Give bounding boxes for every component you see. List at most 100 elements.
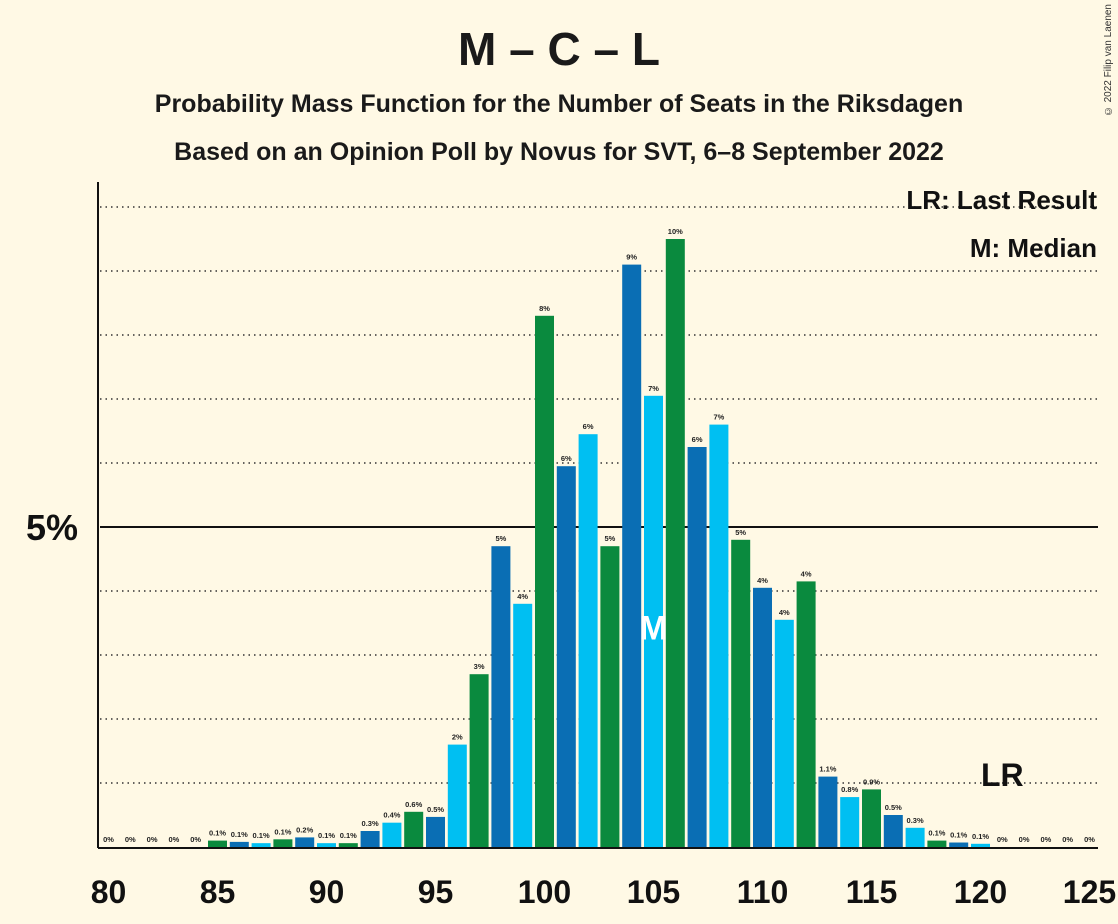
- bar-label-84: 0%: [190, 835, 201, 844]
- bar-85: [208, 840, 227, 847]
- bar-label-98: 5%: [495, 534, 506, 543]
- bar-label-111: 4%: [779, 608, 790, 617]
- x-tick-label-95: 95: [418, 874, 454, 910]
- bar-101: [556, 466, 576, 847]
- bar-label-87: 0.1%: [253, 831, 270, 840]
- x-tick-label-100: 100: [518, 874, 571, 910]
- bar-label-121: 0%: [997, 835, 1008, 844]
- bar-label-93: 0.4%: [383, 811, 400, 820]
- bar-label-104: 9%: [626, 253, 637, 262]
- bar-label-81: 0%: [125, 835, 136, 844]
- bar-label-92: 0.3%: [362, 819, 379, 828]
- bar-label-122: 0%: [1019, 835, 1030, 844]
- median-marker: M: [639, 609, 667, 647]
- x-tick-label-110: 110: [737, 874, 789, 910]
- bar-110: [753, 587, 772, 847]
- bar-label-124: 0%: [1062, 835, 1073, 844]
- bar-label-123: 0%: [1040, 835, 1051, 844]
- bar-99: [513, 603, 533, 847]
- bar-label-114: 0.8%: [841, 785, 858, 794]
- chart-subtitle-2: Based on an Opinion Poll by Novus for SV…: [174, 138, 944, 166]
- bar-label-120: 0.1%: [972, 832, 989, 841]
- x-tick-label-105: 105: [627, 874, 680, 910]
- bar-label-118: 0.1%: [928, 829, 945, 838]
- bar-label-85: 0.1%: [209, 829, 226, 838]
- bar-label-106: 10%: [668, 227, 683, 236]
- bar-label-116: 0.5%: [885, 803, 902, 812]
- bar-98: [491, 546, 511, 847]
- bar-100: [535, 315, 554, 847]
- bar-113: [818, 776, 838, 847]
- bar-89: [295, 837, 315, 847]
- bar-109: [731, 539, 751, 847]
- bar-label-119: 0.1%: [950, 831, 967, 840]
- bar-label-83: 0%: [168, 835, 179, 844]
- bar-107: [687, 447, 707, 847]
- legend-entry-0: LR: Last Result: [906, 185, 1097, 215]
- bar-120: [971, 843, 990, 847]
- bar-label-112: 4%: [801, 569, 812, 578]
- bar-91: [338, 843, 358, 847]
- bar-label-108: 7%: [713, 413, 724, 422]
- bar-label-100: 8%: [539, 304, 550, 313]
- bar-94: [404, 811, 424, 847]
- x-tick-label-120: 120: [954, 874, 1007, 910]
- bar-label-80: 0%: [103, 835, 114, 844]
- bar-label-110: 4%: [757, 576, 768, 585]
- bar-label-99: 4%: [517, 592, 528, 601]
- bar-88: [273, 839, 293, 847]
- bar-103: [600, 546, 620, 847]
- bar-label-115: 0.9%: [863, 777, 880, 786]
- bar-label-117: 0.3%: [907, 816, 924, 825]
- bar-92: [360, 831, 380, 847]
- bar-label-102: 6%: [583, 422, 594, 431]
- bar-117: [905, 827, 925, 847]
- bar-95: [426, 816, 445, 847]
- bar-119: [949, 842, 969, 847]
- bar-label-125: 0%: [1084, 835, 1095, 844]
- legend-entry-1: M: Median: [970, 233, 1097, 263]
- bar-102: [578, 434, 598, 847]
- bar-label-97: 3%: [474, 662, 485, 671]
- bar-label-101: 6%: [561, 454, 572, 463]
- bar-93: [382, 822, 402, 847]
- bar-label-113: 1.1%: [819, 765, 836, 774]
- x-tick-label-85: 85: [200, 874, 236, 910]
- bar-96: [447, 744, 467, 847]
- chart-subtitle-1: Probability Mass Function for the Number…: [154, 90, 964, 118]
- bar-112: [796, 581, 816, 847]
- bar-105: [644, 395, 663, 847]
- x-tick-label-115: 115: [846, 874, 898, 910]
- bar-label-96: 2%: [452, 733, 463, 742]
- y-tick-label: 5%: [26, 507, 78, 548]
- bar-90: [317, 843, 336, 847]
- bar-label-86: 0.1%: [231, 830, 248, 839]
- bar-111: [774, 619, 794, 847]
- bar-label-90: 0.1%: [318, 831, 335, 840]
- bar-86: [229, 841, 249, 847]
- bar-118: [927, 840, 947, 847]
- bar-label-89: 0.2%: [296, 825, 313, 834]
- bar-label-88: 0.1%: [274, 827, 291, 836]
- bar-116: [883, 815, 903, 847]
- bar-label-107: 6%: [692, 435, 703, 444]
- last-result-marker: LR: [981, 757, 1024, 793]
- bar-label-105: 7%: [648, 384, 659, 393]
- bar-114: [840, 797, 860, 847]
- bar-label-94: 0.6%: [405, 800, 422, 809]
- bar-label-91: 0.1%: [340, 831, 357, 840]
- bar-104: [622, 264, 642, 848]
- bar-108: [709, 424, 729, 847]
- bar-87: [251, 843, 271, 847]
- bar-label-95: 0.5%: [427, 805, 444, 814]
- x-tick-label-90: 90: [309, 874, 345, 910]
- bar-label-82: 0%: [147, 835, 158, 844]
- bar-label-109: 5%: [735, 528, 746, 537]
- bar-106: [665, 239, 685, 847]
- x-tick-label-80: 80: [91, 874, 127, 910]
- bar-label-103: 5%: [604, 534, 615, 543]
- bar-97: [469, 674, 489, 847]
- bar-115: [862, 789, 881, 847]
- chart-title: M – C – L: [458, 23, 660, 75]
